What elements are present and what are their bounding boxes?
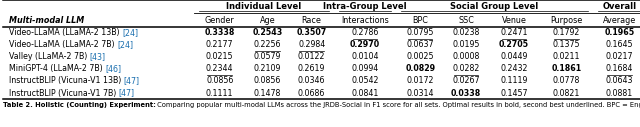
Text: 0.0795: 0.0795 xyxy=(406,28,434,37)
Text: 0.0841: 0.0841 xyxy=(351,89,379,98)
Text: 0.1119: 0.1119 xyxy=(500,76,527,85)
Text: 0.0338: 0.0338 xyxy=(451,89,481,98)
Text: 0.0856: 0.0856 xyxy=(254,76,281,85)
Text: 0.1965: 0.1965 xyxy=(604,28,635,37)
Text: 0.0122: 0.0122 xyxy=(298,52,325,61)
Text: [24]: [24] xyxy=(122,28,138,37)
Text: Multi-modal LLM: Multi-modal LLM xyxy=(9,16,84,25)
Text: 0.0217: 0.0217 xyxy=(606,52,634,61)
Text: 0.0579: 0.0579 xyxy=(254,52,281,61)
Text: 0.2786: 0.2786 xyxy=(351,28,379,37)
Text: Table 2. Holistic (Counting) Experiment:: Table 2. Holistic (Counting) Experiment: xyxy=(3,102,156,108)
Text: 0.2970: 0.2970 xyxy=(350,40,380,49)
Text: 0.2109: 0.2109 xyxy=(254,64,281,73)
Text: 0.0821: 0.0821 xyxy=(552,89,580,98)
Text: 0.0346: 0.0346 xyxy=(298,76,325,85)
Text: 0.2177: 0.2177 xyxy=(206,40,234,49)
Text: InstructBLIP (Vicuna-V1 7B): InstructBLIP (Vicuna-V1 7B) xyxy=(9,89,118,98)
Text: 0.0172: 0.0172 xyxy=(406,76,434,85)
Text: 0.2471: 0.2471 xyxy=(500,28,528,37)
Text: 0.0314: 0.0314 xyxy=(406,89,434,98)
Text: 0.0637: 0.0637 xyxy=(406,40,434,49)
Text: Venue: Venue xyxy=(502,16,527,25)
Text: 0.3507: 0.3507 xyxy=(296,28,327,37)
Text: InstructBLIP (Vicuna-V1 13B): InstructBLIP (Vicuna-V1 13B) xyxy=(9,76,124,85)
Text: 0.0025: 0.0025 xyxy=(406,52,434,61)
Text: Average: Average xyxy=(603,16,636,25)
Text: Video-LLaMA (LLaMA-2 7B): Video-LLaMA (LLaMA-2 7B) xyxy=(9,40,117,49)
Text: Purpose: Purpose xyxy=(550,16,582,25)
Text: [47]: [47] xyxy=(118,89,134,98)
Text: [24]: [24] xyxy=(117,40,133,49)
Text: 0.0267: 0.0267 xyxy=(452,76,480,85)
Text: 0.1684: 0.1684 xyxy=(606,64,633,73)
Text: 0.0686: 0.0686 xyxy=(298,89,325,98)
Text: 0.1457: 0.1457 xyxy=(500,89,528,98)
Text: 0.2984: 0.2984 xyxy=(298,40,325,49)
Text: 0.1375: 0.1375 xyxy=(552,40,580,49)
Text: 0.0211: 0.0211 xyxy=(552,52,580,61)
Text: Gender: Gender xyxy=(205,16,235,25)
Text: 0.0215: 0.0215 xyxy=(206,52,234,61)
Text: Valley (LLaMA-2 7B): Valley (LLaMA-2 7B) xyxy=(9,52,90,61)
Text: 0.0008: 0.0008 xyxy=(452,52,480,61)
Text: 0.1111: 0.1111 xyxy=(206,89,234,98)
Text: 0.1792: 0.1792 xyxy=(552,28,580,37)
Text: 0.2344: 0.2344 xyxy=(206,64,234,73)
Text: Interactions: Interactions xyxy=(341,16,389,25)
Text: 0.2619: 0.2619 xyxy=(298,64,325,73)
Text: [47]: [47] xyxy=(124,76,140,85)
Text: 0.0881: 0.0881 xyxy=(606,89,633,98)
Text: 0.2705: 0.2705 xyxy=(499,40,529,49)
Text: 0.0778: 0.0778 xyxy=(552,76,580,85)
Text: 0.0643: 0.0643 xyxy=(606,76,634,85)
Text: 0.0994: 0.0994 xyxy=(351,64,379,73)
Text: [43]: [43] xyxy=(90,52,106,61)
Text: MiniGPT-4 (LLaMA-2 7B): MiniGPT-4 (LLaMA-2 7B) xyxy=(9,64,105,73)
Text: 0.1645: 0.1645 xyxy=(606,40,634,49)
Text: Individual Level: Individual Level xyxy=(227,2,301,11)
Text: [46]: [46] xyxy=(105,64,121,73)
Text: Social Group Level: Social Group Level xyxy=(451,2,539,11)
Text: Race: Race xyxy=(301,16,322,25)
Text: Intra-Group Level: Intra-Group Level xyxy=(323,2,407,11)
Text: 0.0856: 0.0856 xyxy=(206,76,234,85)
Text: BPC: BPC xyxy=(412,16,428,25)
Text: 0.1478: 0.1478 xyxy=(254,89,281,98)
Text: 0.0449: 0.0449 xyxy=(500,52,527,61)
Text: 0.2432: 0.2432 xyxy=(500,64,528,73)
Text: SSC: SSC xyxy=(458,16,474,25)
Text: 0.0282: 0.0282 xyxy=(452,64,480,73)
Text: 0.1861: 0.1861 xyxy=(551,64,581,73)
Text: Comparing popular multi-modal LLMs across the JRDB-Social in F1 score for all se: Comparing popular multi-modal LLMs acros… xyxy=(156,102,640,108)
Text: 0.0829: 0.0829 xyxy=(405,64,435,73)
Text: Age: Age xyxy=(260,16,275,25)
Text: 0.3338: 0.3338 xyxy=(205,28,235,37)
Text: 0.0195: 0.0195 xyxy=(452,40,480,49)
Text: Video-LLaMA (LLaMA-2 13B): Video-LLaMA (LLaMA-2 13B) xyxy=(9,28,122,37)
Text: 0.0238: 0.0238 xyxy=(452,28,480,37)
Text: 0.0542: 0.0542 xyxy=(351,76,379,85)
Text: 0.2543: 0.2543 xyxy=(252,28,283,37)
Text: 0.2256: 0.2256 xyxy=(254,40,282,49)
Text: 0.0104: 0.0104 xyxy=(351,52,379,61)
Text: Overall: Overall xyxy=(602,2,637,11)
